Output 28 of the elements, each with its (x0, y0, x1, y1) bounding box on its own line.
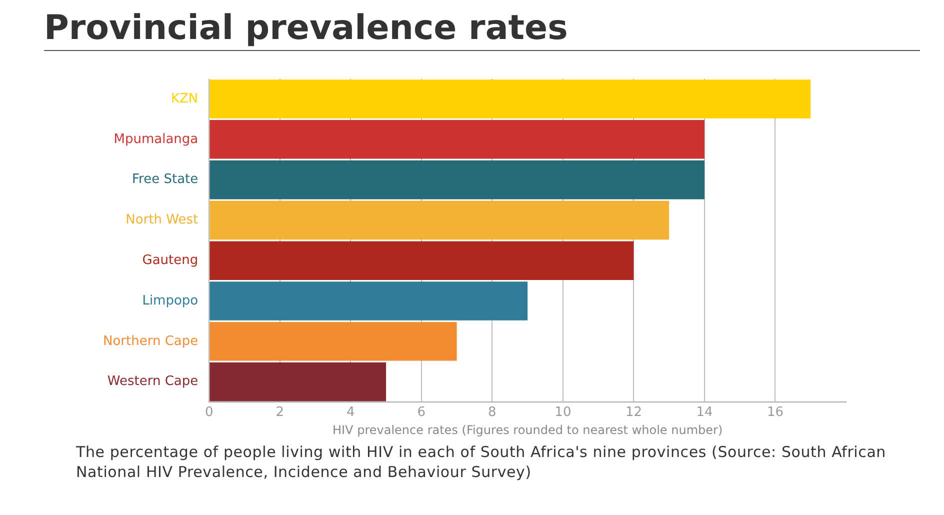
y-tick-label: Free State (132, 172, 198, 188)
bar (210, 362, 386, 402)
bar (210, 241, 634, 280)
y-tick-label: Mpumalanga (114, 132, 198, 147)
x-tick-label: 4 (346, 405, 355, 420)
text: The percentage of people living with HIV in each of South Africa's nine provinces (Source: South African National HIV Prevalence, Incidence and Behaviour Survey) (76, 442, 887, 482)
x-axis-title: HIV prevalence rates (Figures rounded to nearest whole number) (332, 422, 723, 437)
bar (210, 120, 704, 159)
bar (210, 282, 528, 320)
y-tick-label: Limpopo (142, 293, 198, 308)
x-tick-label: 6 (417, 405, 426, 420)
y-tick-label: KZN (170, 91, 198, 106)
y-tick-label: Gauteng (142, 252, 198, 268)
y-tick-label: North West (126, 212, 198, 228)
y-tick-label: Northern Cape (103, 334, 198, 349)
x-tick-label: 12 (625, 405, 642, 420)
x-tick-label: 0 (205, 405, 214, 420)
x-tick-label: 14 (696, 405, 713, 420)
bar (210, 200, 670, 240)
x-tick-label: 2 (276, 405, 284, 420)
bar (210, 80, 811, 118)
y-tick-label: Western Cape (107, 374, 198, 390)
x-tick-label: 8 (488, 405, 496, 420)
bar (210, 160, 704, 200)
bar (210, 322, 457, 361)
chart-title: Provincial prevalence rates (44, 8, 920, 51)
x-tick-label: 16 (766, 405, 784, 420)
x-tick-label: 10 (554, 405, 572, 420)
